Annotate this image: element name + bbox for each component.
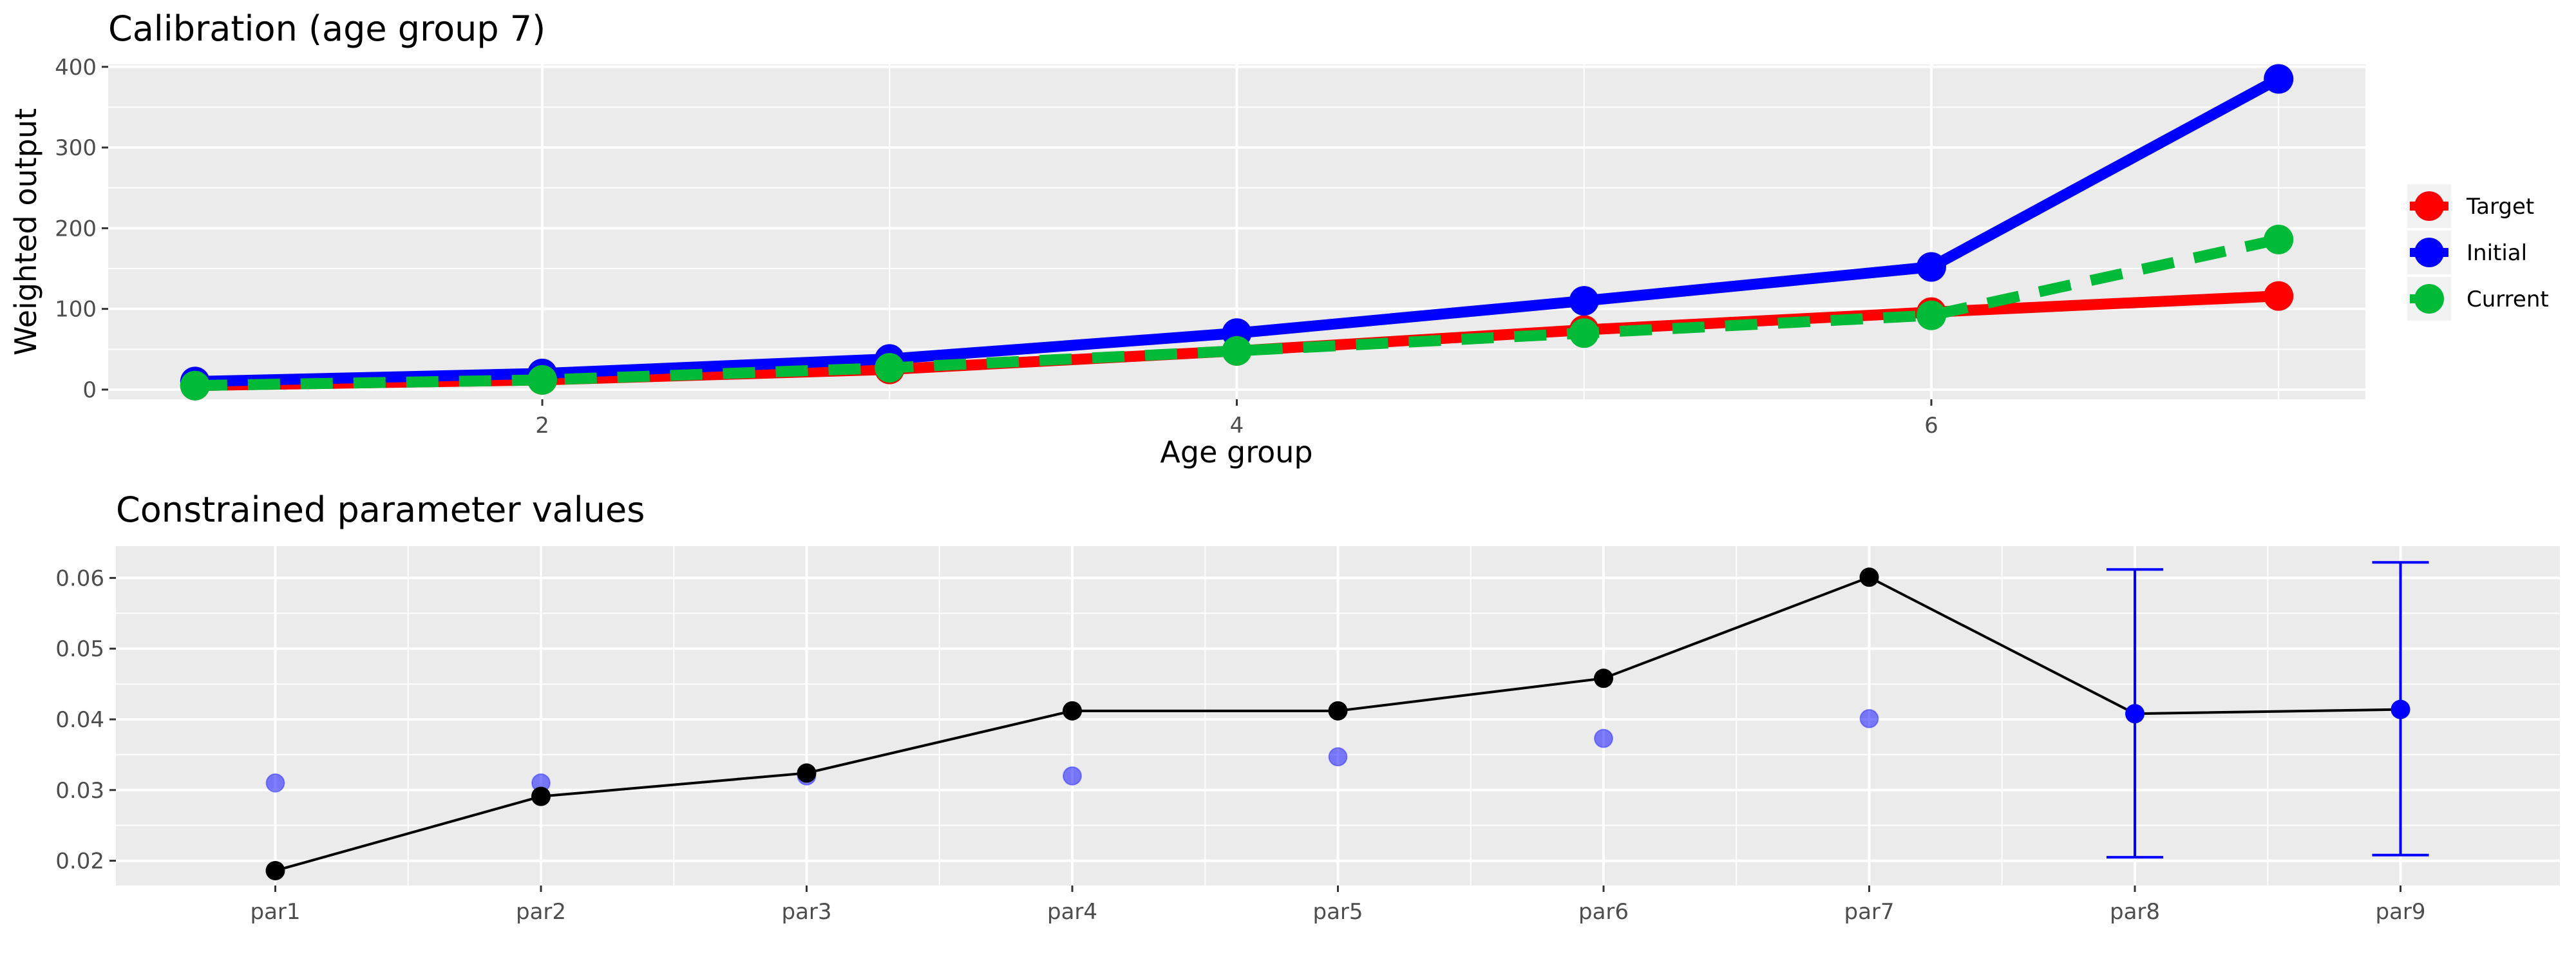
series-point-initial <box>1569 286 1599 316</box>
parameter-y-tick-label: 0.03 <box>55 778 104 804</box>
series-point-initial <box>1916 252 1946 282</box>
calibration-x-tick-label: 6 <box>1924 413 1938 439</box>
parameter-x-tick-label: par8 <box>2110 899 2160 925</box>
calibration-y-tick-label: 400 <box>55 55 97 80</box>
parameter-title: Constrained parameter values <box>116 489 645 530</box>
constrained-value-point <box>2391 699 2410 719</box>
constrained-value-point <box>531 786 551 806</box>
series-point-current <box>2264 224 2294 254</box>
calibration-gridlines <box>108 64 2365 399</box>
parameter-chart: Constrained parameter values 0.020.030.0… <box>55 489 2560 925</box>
initial-value-point <box>1594 728 1613 748</box>
series-point-current <box>875 353 905 383</box>
parameter-y-tick-label: 0.02 <box>55 849 104 875</box>
calibration-y-tick-label: 200 <box>55 216 97 242</box>
calibration-x-axis-title: Age group <box>1160 435 1312 469</box>
calibration-title: Calibration (age group 7) <box>108 8 545 49</box>
constrained-value-point <box>1063 701 1082 721</box>
initial-value-point <box>265 773 285 793</box>
legend-marker-target <box>2414 191 2444 221</box>
series-point-current <box>180 370 210 401</box>
series-point-current <box>1569 318 1599 348</box>
initial-value-point <box>1859 708 1879 728</box>
calibration-legend: Target Initial Current <box>2407 184 2549 321</box>
calibration-y-tick-label: 300 <box>55 135 97 161</box>
parameter-y-tick-label: 0.04 <box>55 707 104 733</box>
parameter-x-tick-label: par2 <box>516 899 566 925</box>
parameter-series <box>265 561 2429 880</box>
legend-marker-initial <box>2414 238 2444 267</box>
constrained-value-point <box>2125 704 2145 724</box>
calibration-y-tick-label: 100 <box>55 297 97 323</box>
calibration-axes: 0 100 200 300 400 2 4 6 <box>55 55 1938 439</box>
legend-label-target: Target <box>2466 194 2534 220</box>
parameter-axes: 0.02 0.03 0.04 0.05 0.06 par1 par2 par3 par4 par5… <box>55 565 2425 925</box>
initial-value-point <box>1063 766 1082 786</box>
calibration-y-tick-label: 0 <box>82 377 97 403</box>
constrained-value-point <box>265 860 285 880</box>
series-point-current <box>1916 300 1946 330</box>
calibration-x-tick-label: 2 <box>535 413 549 439</box>
series-point-initial <box>2264 64 2294 94</box>
series-point-current <box>527 365 558 395</box>
constrained-value-point <box>1594 668 1613 688</box>
calibration-y-axis-title: Weighted output <box>8 108 43 355</box>
parameter-x-tick-label: par5 <box>1312 899 1363 925</box>
constrained-value-point <box>1859 567 1879 587</box>
legend-label-current: Current <box>2467 287 2549 312</box>
parameter-x-tick-label: par7 <box>1844 899 1894 925</box>
calibration-chart: Calibration (age group 7) 0 100 200 300 400 2… <box>8 8 2549 469</box>
initial-value-point <box>1328 747 1348 767</box>
legend-marker-current <box>2414 284 2444 314</box>
constrained-value-point <box>1328 701 1348 721</box>
series-point-target <box>2264 281 2294 311</box>
parameter-y-tick-label: 0.05 <box>55 636 104 662</box>
constrained-value-point <box>797 763 817 783</box>
calibration-series <box>180 64 2294 401</box>
parameter-y-tick-label: 0.06 <box>55 565 104 591</box>
parameter-x-tick-label: par6 <box>1578 899 1629 925</box>
series-point-current <box>1222 336 1252 366</box>
parameter-x-tick-label: par4 <box>1047 899 1097 925</box>
parameter-gridlines <box>116 546 2560 886</box>
legend-label-initial: Initial <box>2467 240 2527 266</box>
parameter-x-tick-label: par3 <box>781 899 831 925</box>
parameter-x-tick-label: par1 <box>250 899 300 925</box>
calibration-x-tick-label: 4 <box>1230 413 1244 439</box>
parameter-x-tick-label: par9 <box>2375 899 2425 925</box>
